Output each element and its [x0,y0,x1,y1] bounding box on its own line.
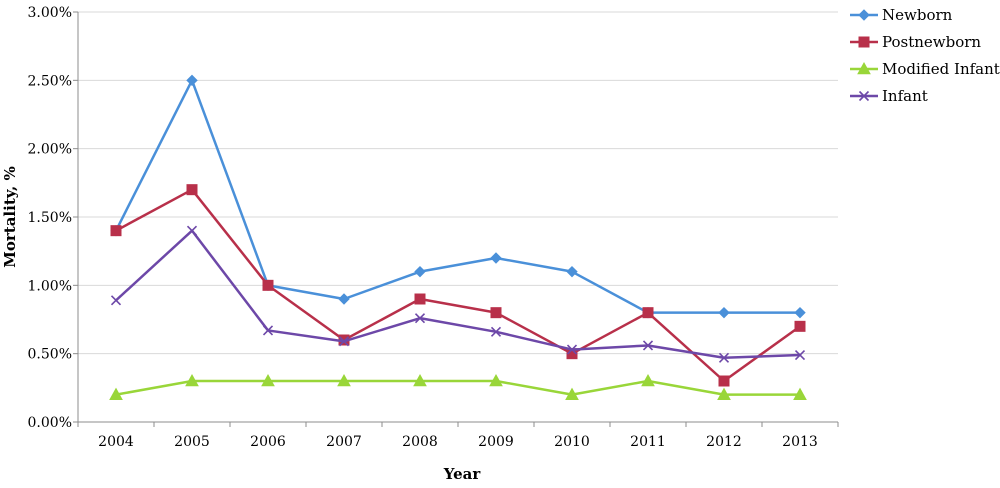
y-tick-label: 1.00% [28,278,72,294]
series-line-postnewborn [115,188,801,383]
x-tick-label: 2011 [630,434,666,450]
data-point-modified-infant [261,373,275,387]
data-point-modified-infant [489,373,503,387]
data-point-newborn [414,265,426,278]
x-tick-label: 2012 [706,434,742,450]
data-point-infant [566,344,578,355]
x-tick-label: 2013 [782,434,818,450]
x-tick-label: 2006 [250,434,286,450]
data-point-modified-infant [641,373,655,387]
data-point-postnewborn [262,279,274,291]
data-point-postnewborn [490,307,502,319]
y-tick-labels: 0.00% 0.50% 1.00% 1.50% 2.00% 2.50% 3.00% [28,5,72,431]
data-point-postnewborn [414,293,426,305]
axes [73,11,839,427]
x-tick-label: 2010 [554,434,590,450]
data-point-postnewborn [186,184,198,196]
legend-item-modified-infant: Modified Infant [850,60,1000,78]
series-line-infant [115,229,801,360]
legend-label: Postnewborn [882,33,981,51]
data-point-newborn [794,306,806,319]
data-point-infant [490,326,502,337]
x-axis-title: Year [443,465,482,483]
x-tick-labels: 2004 2005 2006 2007 2008 2009 2010 2011 2012 2013 [98,434,818,450]
y-tick-label: 0.50% [28,347,72,363]
data-point-newborn [566,265,578,278]
data-point-modified-infant [413,373,427,387]
data-point-infant [262,325,274,336]
series-modified-infant [109,373,807,400]
legend-marker [858,9,870,21]
legend-item-postnewborn: Postnewborn [850,33,981,51]
y-tick-label: 3.00% [28,5,72,21]
data-point-newborn [338,293,350,305]
x-tick-label: 2008 [402,434,438,450]
data-point-postnewborn [642,307,654,319]
data-point-modified-infant [717,387,731,400]
data-point-newborn [718,306,730,319]
x-tick-label: 2005 [174,434,210,450]
data-point-modified-infant [185,373,199,387]
series-line-modified-infant [115,379,800,396]
legend-marker [857,61,871,75]
legend-item-infant: Infant [850,87,928,105]
data-point-infant [414,313,426,324]
series-newborn [110,74,806,319]
x-tick-label: 2004 [98,434,134,450]
x-tick-label: 2007 [326,434,362,450]
data-point-postnewborn [794,320,806,332]
data-point-infant [338,336,350,347]
y-tick-label: 1.50% [28,210,72,226]
legend-marker [858,90,870,102]
data-point-modified-infant [337,373,351,387]
y-tick-label: 2.00% [28,142,72,158]
data-point-newborn [490,252,502,264]
data-point-modified-infant [109,387,123,400]
data-point-infant [718,352,730,363]
legend-item-newborn: Newborn [850,6,953,24]
legend-marker [858,36,870,48]
series-infant [110,225,806,363]
y-tick-label: 2.50% [28,73,72,89]
legend-label: Newborn [882,6,953,24]
grid-lines [78,11,838,355]
data-point-infant [642,340,654,351]
y-axis-title: Mortality, % [1,166,19,267]
legend-label: Infant [882,87,928,105]
series-postnewborn [110,184,806,387]
legend-label: Modified Infant [882,60,1000,78]
data-point-postnewborn [110,225,122,237]
data-point-modified-infant [793,387,807,400]
data-point-modified-infant [565,387,579,400]
data-point-infant [186,225,198,236]
legend: Newborn Postnewborn Modified Infant Infant [850,6,1000,105]
x-tick-label: 2009 [478,434,514,450]
data-series [109,74,807,400]
data-point-infant [110,295,122,306]
data-point-newborn [186,74,198,87]
data-point-infant [794,349,806,361]
y-tick-label: 0.00% [28,415,72,431]
data-point-postnewborn [718,375,730,387]
series-line-newborn [114,79,800,314]
